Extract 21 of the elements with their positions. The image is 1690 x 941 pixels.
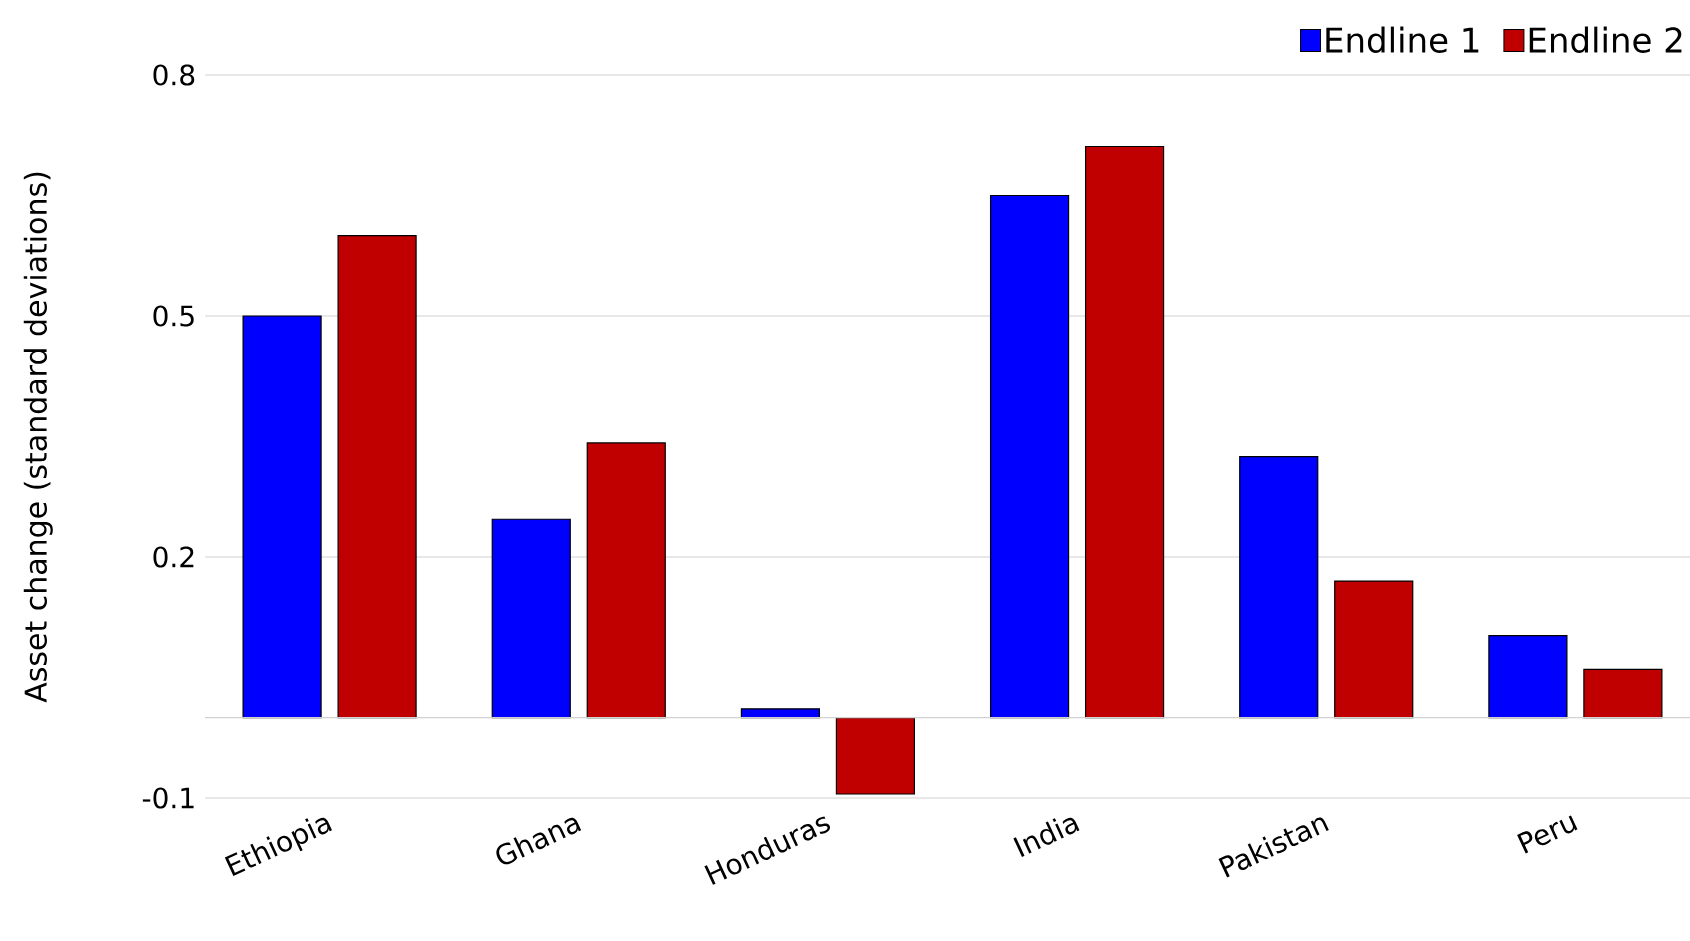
- bar: [337, 235, 417, 719]
- bar: [740, 708, 821, 719]
- y-tick-label: -0.1: [142, 787, 194, 809]
- y-tick-label: 0.8: [153, 64, 195, 86]
- y-tick-label: 0.5: [153, 305, 194, 327]
- y-tick-label: 0.2: [153, 546, 194, 568]
- bar: [491, 518, 571, 719]
- x-tick-label: India: [1013, 817, 1080, 857]
- x-tick-label: Peru: [1517, 815, 1578, 854]
- bar: [1084, 145, 1165, 719]
- bar: [1583, 668, 1663, 719]
- bar: [1488, 635, 1568, 719]
- y-axis-title: Asset change (standard deviations): [23, 172, 53, 703]
- bar: [586, 442, 666, 719]
- legend-label: Endline 2: [1529, 26, 1682, 53]
- bar: [1239, 455, 1319, 719]
- bar: [242, 315, 322, 719]
- bar: [835, 717, 916, 795]
- bar: [1334, 580, 1414, 719]
- legend-label: Endline 1: [1326, 26, 1479, 53]
- bar: [989, 194, 1070, 719]
